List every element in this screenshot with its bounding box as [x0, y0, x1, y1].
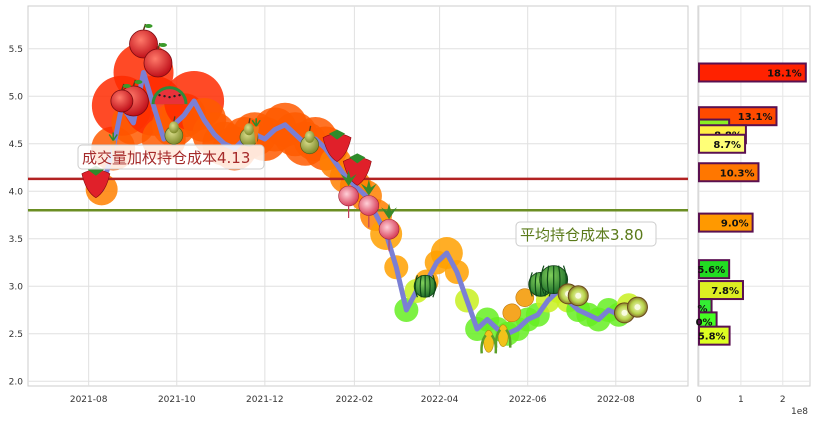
y-tick-label: 3.0 [9, 282, 24, 292]
corn-icon [480, 330, 498, 354]
distribution-bar [698, 325, 731, 346]
x-tick-label: 2021-10 [158, 395, 196, 405]
y-tick-label: 2.0 [9, 377, 24, 387]
weighted-cost-label-box: 成交量加权持仓成本4.13 [77, 144, 265, 170]
pear-icon [164, 116, 184, 145]
distribution-bar-label: 5.6% [697, 265, 725, 276]
distribution-bar-label: % [698, 304, 708, 315]
watermelon-slice-icon [151, 86, 188, 105]
pear-icon [300, 125, 319, 155]
y-tick-label: 4.5 [9, 140, 23, 150]
distribution-bar [698, 162, 760, 183]
radish-icon [358, 179, 380, 228]
radish-icon [378, 203, 400, 252]
side-x-tick-label: 0 [696, 395, 702, 405]
y-tick-label: 5.5 [9, 45, 23, 55]
orange-icon [515, 288, 535, 307]
distribution-bar-label: 7.8% [711, 286, 739, 297]
x-tick-label: 2022-08 [597, 395, 635, 405]
side-axis-ticks: 0 1 2 [696, 395, 786, 405]
apple-icon [143, 42, 173, 78]
strawberry-icon [322, 129, 352, 162]
x-tick-label: 2022-06 [509, 395, 547, 405]
x-tick-label: 2021-08 [70, 395, 108, 405]
distribution-bar-label: 10.3% [720, 168, 755, 179]
distribution-bar-label: 0% [696, 317, 713, 328]
corn-icon [494, 324, 512, 348]
y-tick-label: 3.5 [9, 235, 23, 245]
cost-distribution-bars: 18.1%13.1%5.6%8.8%8.7%10.3%9.0%5.6%7.8%%… [696, 62, 807, 346]
pear-icon [239, 118, 259, 147]
orange-icon [502, 303, 522, 323]
average-cost-label: 平均持仓成本3.80 [520, 226, 643, 244]
y-tick-label: 5.0 [9, 92, 24, 102]
y-tick-label: 2.5 [9, 330, 23, 340]
kiwi-icon [626, 296, 648, 318]
x-tick-label: 2022-02 [336, 395, 374, 405]
side-x-tick-label: 2 [780, 395, 786, 405]
distribution-bar [698, 212, 754, 233]
carrot-icon [251, 118, 261, 147]
side-x-tick-label: 1 [738, 395, 744, 405]
watermelon-icon [413, 274, 437, 298]
distribution-bar [698, 259, 731, 280]
distribution-bar [698, 280, 744, 301]
weighted-cost-label: 成交量加权持仓成本4.13 [82, 149, 250, 167]
distribution-bar-label: 18.1% [767, 69, 802, 80]
average-cost-label-box: 平均持仓成本3.80 [515, 221, 657, 247]
distribution-bar-label: 9.0% [721, 219, 749, 230]
distribution-bar-label: 8.7% [713, 140, 741, 151]
x-tick-label: 2022-04 [421, 395, 459, 405]
distribution-bar [698, 133, 747, 154]
radish-icon [338, 170, 359, 218]
distribution-bar-label: 13.1% [738, 112, 773, 123]
kiwi-icon [567, 285, 589, 307]
x-tick-label: 2021-12 [246, 395, 284, 405]
distribution-bar-label: 5.8% [698, 332, 726, 343]
y-tick-label: 4.0 [9, 187, 24, 197]
side-axis-multiplier: 1e8 [791, 407, 808, 417]
distribution-bar [698, 62, 807, 83]
main-axis-ticks: 2021-08 2021-10 2021-12 2022-02 2022-04 2022-… [9, 45, 635, 405]
apple-icon [110, 83, 134, 113]
